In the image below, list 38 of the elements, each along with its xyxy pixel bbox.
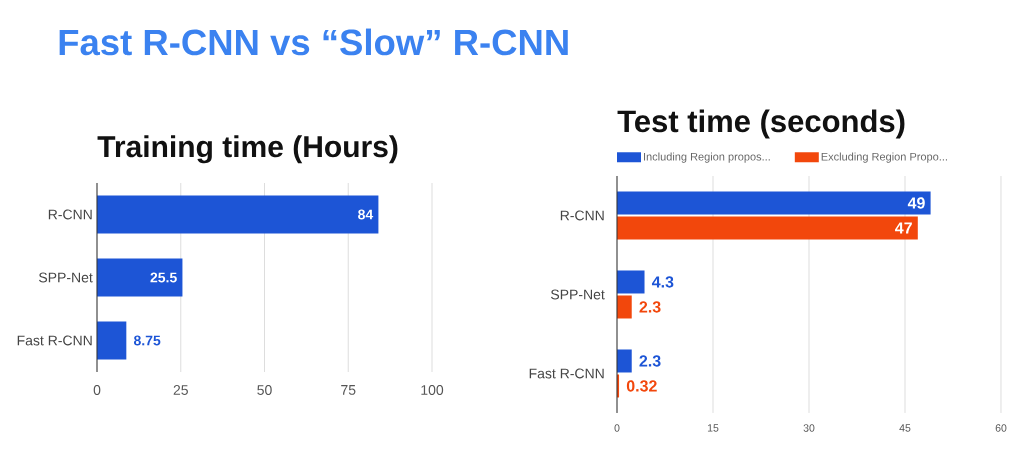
legend-label: Including Region propos... (644, 152, 770, 163)
x-tick-label: 45 (899, 424, 911, 432)
x-tick-label: 60 (995, 424, 1007, 432)
chart-title: Test time (seconds) (617, 109, 905, 139)
y-tick-label: SPP-Net (39, 272, 93, 283)
data-label: 8.75 (133, 335, 161, 346)
bar (617, 270, 645, 294)
data-label: 2.3 (639, 355, 661, 367)
x-tick-label: 0 (93, 385, 101, 395)
x-tick-label: 15 (707, 424, 719, 432)
chart-title: Training time (Hours) (97, 135, 398, 164)
bar (97, 195, 379, 234)
data-label: 84 (358, 209, 374, 220)
y-tick-label: Fast R-CNN (529, 368, 604, 379)
data-label: 2.3 (639, 301, 661, 313)
x-tick-label: 0 (614, 424, 620, 432)
bar (617, 295, 632, 319)
y-tick-label: SPP-Net (550, 289, 605, 300)
data-label: 49 (907, 197, 925, 209)
x-tick-label: 25 (173, 385, 188, 395)
data-label: 4.3 (651, 276, 674, 288)
bar (97, 258, 183, 297)
y-tick-label: Fast R-CNN (17, 335, 92, 346)
bar (617, 349, 632, 373)
text: Fast R-CNN vs “Slow” R-CNN (59, 28, 568, 56)
x-tick-label: 50 (257, 385, 272, 395)
y-tick-label: R-CNN (48, 209, 92, 220)
legend-label: Excluding Region Propo... (821, 152, 947, 163)
x-tick-label: 30 (803, 424, 815, 432)
bar (617, 191, 931, 215)
data-label: 47 (895, 222, 912, 234)
bar (97, 321, 127, 360)
data-label: 25.5 (150, 272, 177, 283)
bar (617, 216, 918, 240)
x-tick-label: 100 (421, 385, 444, 395)
x-tick-label: 75 (341, 385, 356, 395)
y-tick-label: R-CNN (560, 210, 604, 221)
data-label: 0.32 (626, 380, 657, 392)
